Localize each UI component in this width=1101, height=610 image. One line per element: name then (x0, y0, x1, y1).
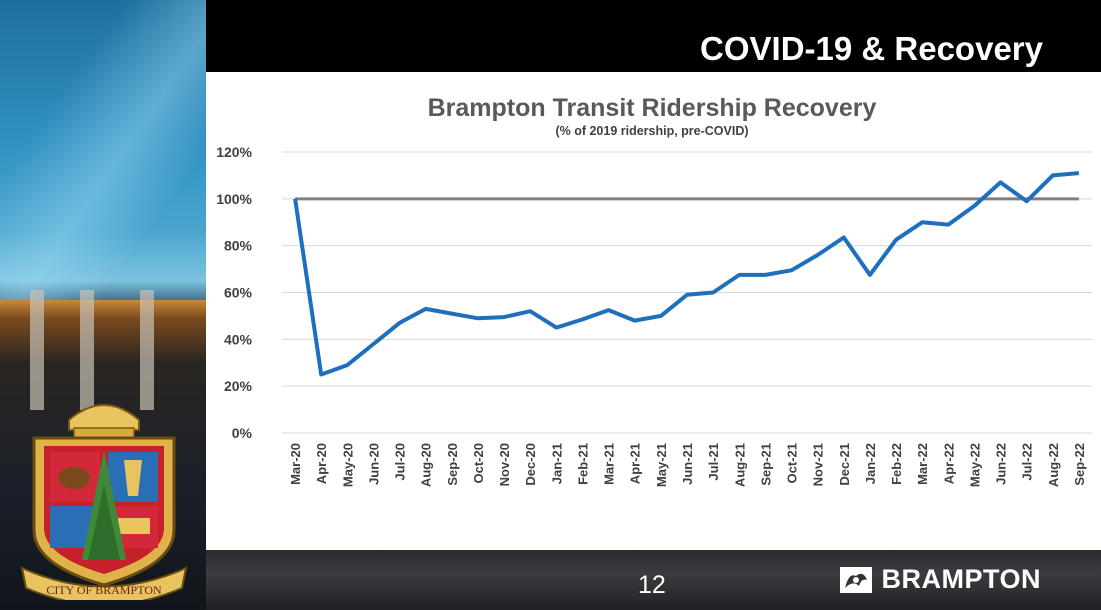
x-tick-label: Jul-21 (706, 443, 721, 481)
x-tick-label: Sep-22 (1072, 443, 1087, 486)
y-axis-ticks: 0% 20% 40% 60% 80% 100% 120% (216, 144, 252, 441)
x-tick-label: Oct-21 (785, 443, 800, 483)
x-tick-label: Nov-21 (811, 443, 826, 486)
x-tick-label: Mar-21 (602, 443, 617, 485)
y-tick-label: 20% (224, 378, 253, 394)
footer-bar: 12 BRAMPTON (206, 550, 1101, 610)
x-tick-label: Aug-20 (419, 443, 434, 487)
x-tick-label: Aug-21 (732, 443, 747, 487)
x-tick-label: Dec-20 (523, 443, 538, 486)
chart-subtitle: (% of 2019 ridership, pre-COVID) (555, 124, 748, 138)
slide-header: COVID-19 & Recovery (206, 0, 1101, 72)
x-axis-ticks: Mar-20 Apr-20 May-20 Jun-20 Jul-20 Aug-20 Sep-… (288, 443, 1087, 487)
x-tick-label: Jan-22 (863, 443, 878, 484)
x-tick-label: Feb-21 (575, 443, 590, 485)
x-tick-label: Nov-20 (497, 443, 512, 486)
y-tick-label: 0% (232, 425, 253, 441)
chart-panel: Brampton Transit Ridership Recovery (% o… (206, 72, 1101, 550)
x-tick-label: Jan-21 (549, 443, 564, 484)
x-tick-label: Jun-21 (680, 443, 695, 485)
skylight-light (0, 0, 206, 300)
x-tick-label: Jul-22 (1020, 443, 1035, 481)
page-number: 12 (638, 571, 666, 599)
pillar (140, 290, 154, 410)
x-tick-label: Mar-22 (915, 443, 930, 485)
y-tick-label: 40% (224, 331, 253, 347)
x-tick-label: Apr-21 (628, 443, 643, 484)
x-tick-label: Feb-22 (889, 443, 904, 485)
ridership-chart: Brampton Transit Ridership Recovery (% o… (216, 94, 1092, 487)
series-line (293, 171, 1080, 377)
x-tick-label: Dec-21 (837, 443, 852, 486)
x-tick-label: Aug-22 (1046, 443, 1061, 487)
y-tick-label: 60% (224, 285, 253, 301)
series-lines (293, 171, 1080, 377)
chart-title: Brampton Transit Ridership Recovery (428, 94, 877, 122)
city-crest-icon: CITY OF BRAMPTON (20, 404, 188, 600)
x-tick-label: May-21 (654, 443, 669, 487)
y-tick-label: 100% (216, 191, 252, 207)
x-tick-label: Sep-21 (758, 443, 773, 486)
x-tick-label: Jun-22 (994, 443, 1009, 485)
x-tick-label: Sep-20 (445, 443, 460, 486)
y-tick-label: 80% (224, 238, 253, 254)
x-tick-label: Apr-22 (941, 443, 956, 484)
background-photo: CITY OF BRAMPTON (0, 0, 206, 610)
x-tick-label: Jun-20 (366, 443, 381, 485)
slide-title: COVID-19 & Recovery (700, 30, 1043, 67)
pillar (80, 290, 94, 410)
svg-text:CITY OF BRAMPTON: CITY OF BRAMPTON (46, 583, 162, 597)
x-tick-label: Jul-20 (393, 443, 408, 481)
brampton-flower-icon (840, 566, 873, 593)
x-tick-label: Oct-20 (471, 443, 486, 483)
brand-name: BRAMPTON (881, 564, 1041, 594)
x-tick-label: May-22 (967, 443, 982, 487)
y-tick-label: 120% (216, 144, 252, 160)
brampton-logo: BRAMPTON (839, 564, 1041, 595)
gridlines (282, 151, 1092, 434)
pillar (30, 290, 44, 410)
x-tick-label: Mar-20 (288, 443, 303, 485)
x-tick-label: Apr-20 (314, 443, 329, 484)
x-tick-label: May-20 (340, 443, 355, 487)
